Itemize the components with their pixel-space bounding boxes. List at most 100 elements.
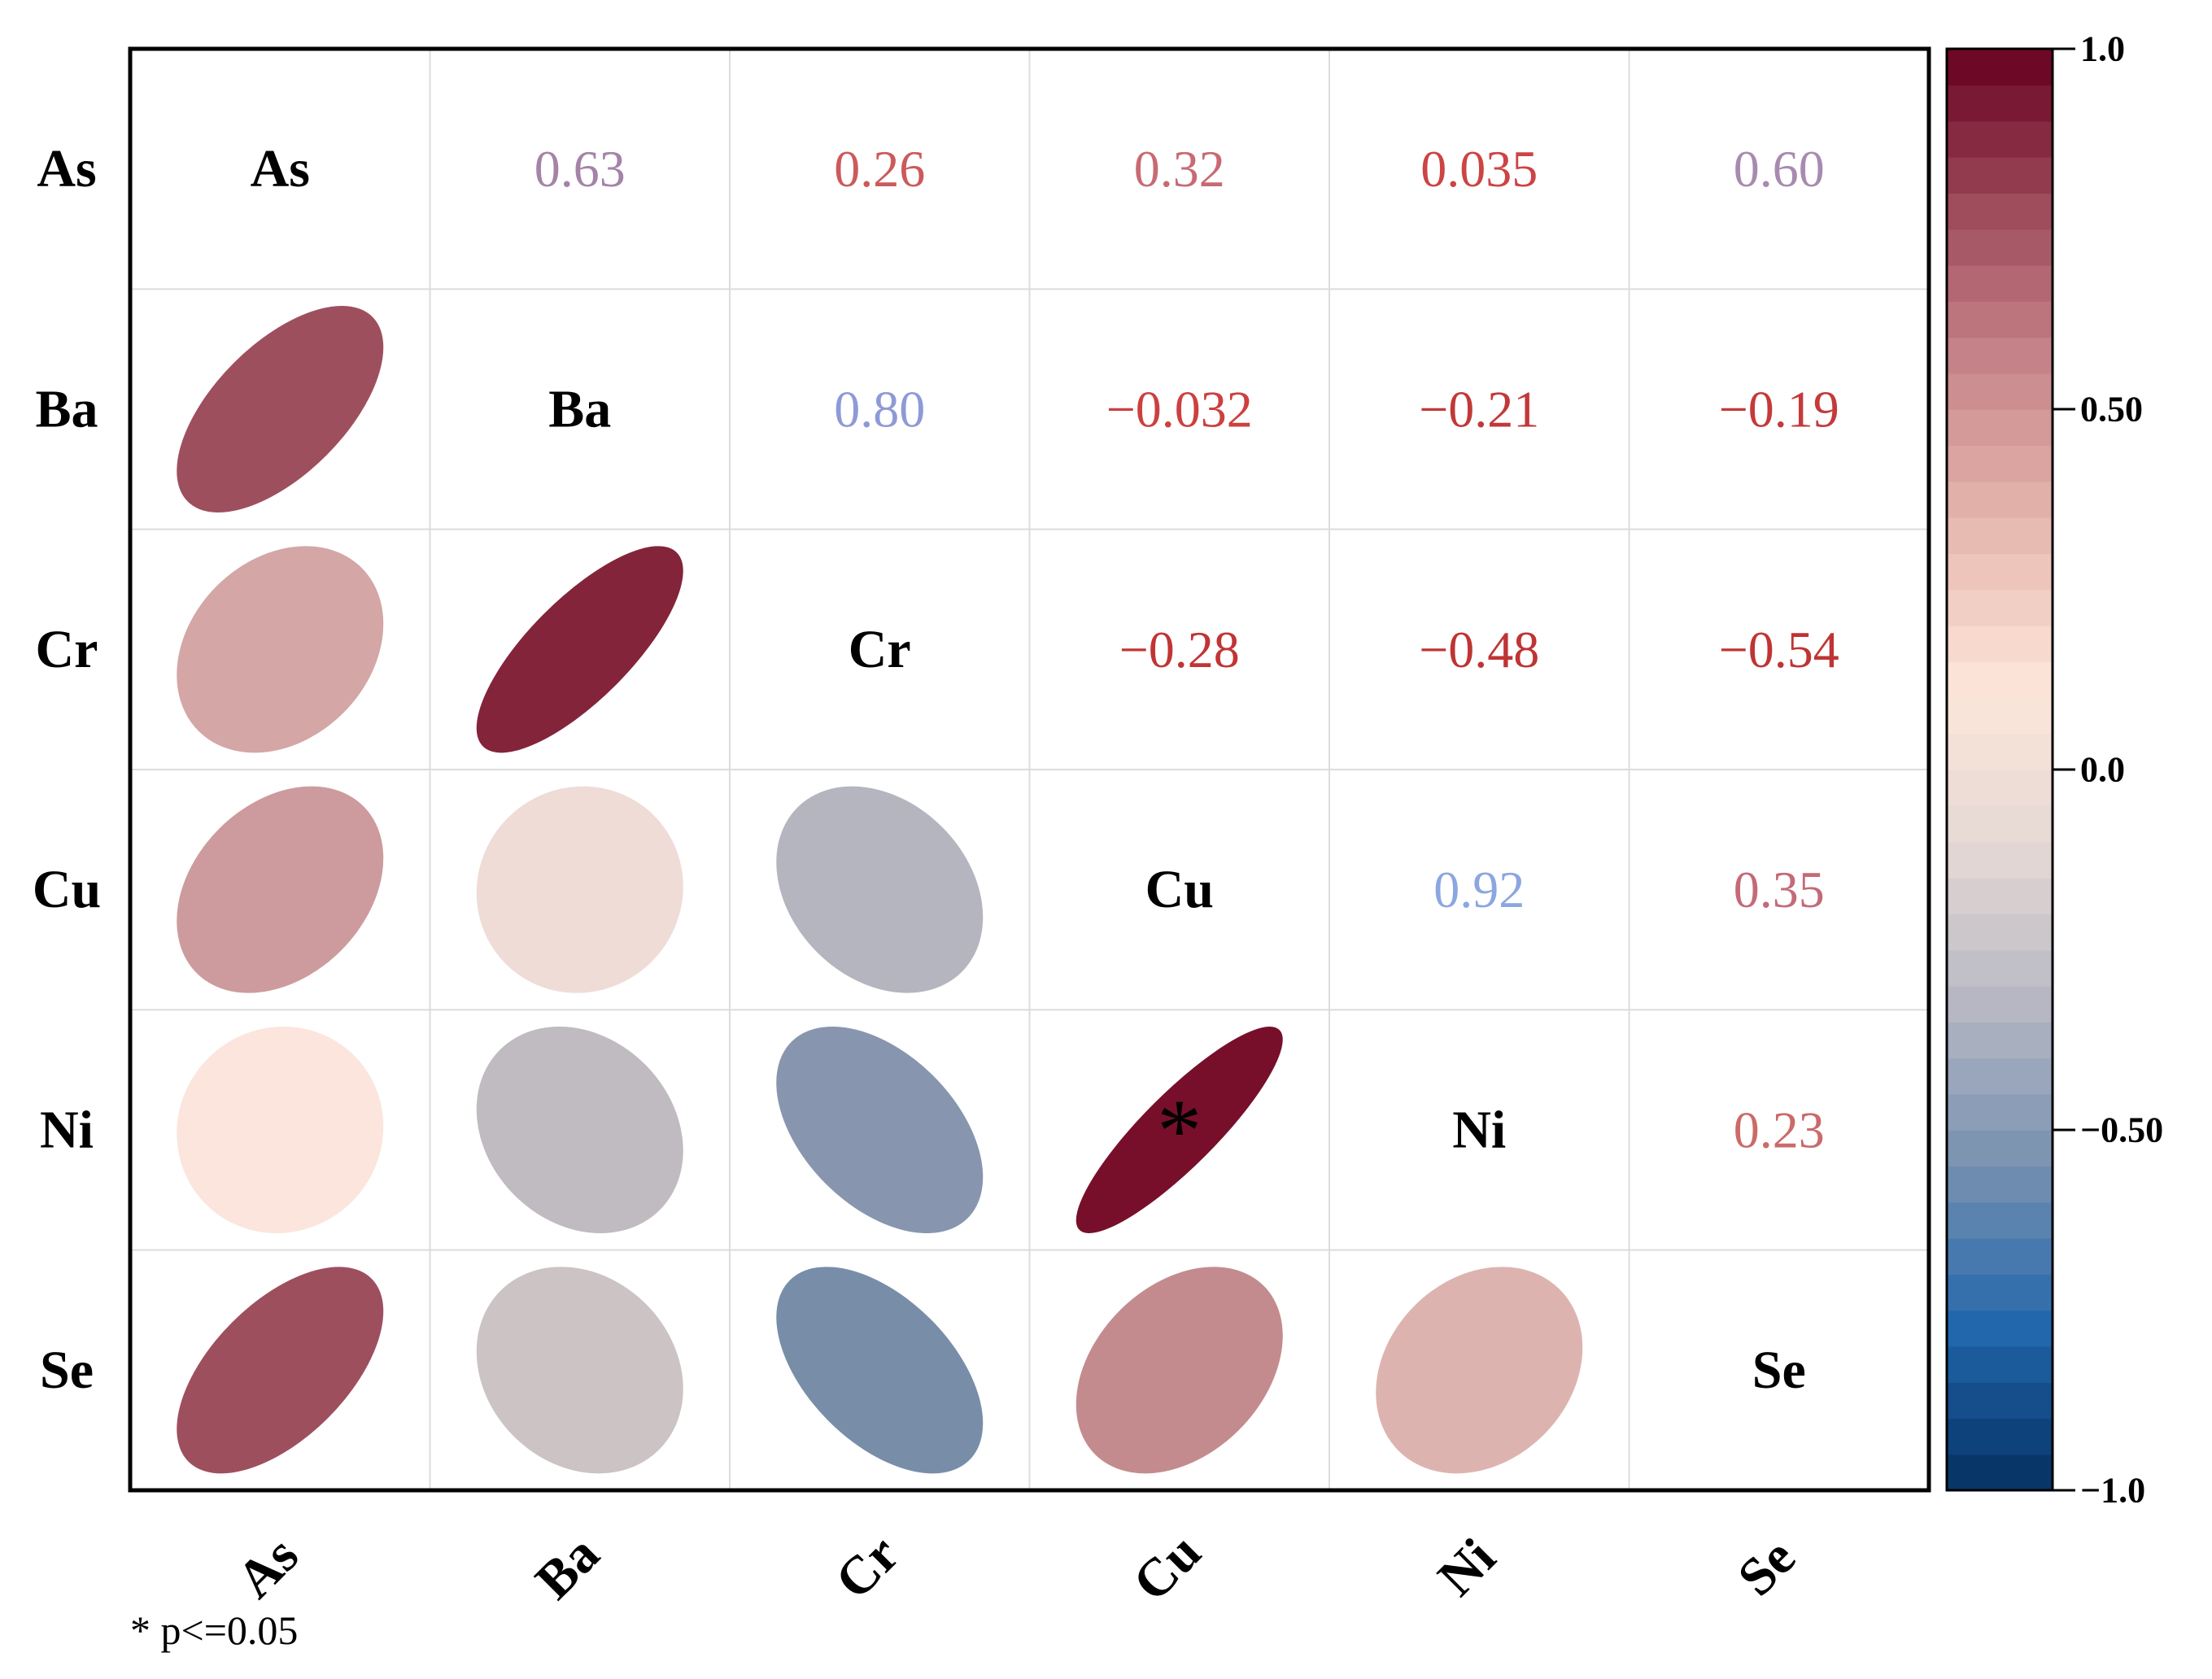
coef-label-cu-se: 0.35 <box>1734 861 1825 918</box>
colorbar-step <box>1947 625 2053 662</box>
colorbar-step <box>1947 193 2053 230</box>
correlation-ellipse <box>177 546 384 753</box>
coef-label-ba-ni: −0.21 <box>1419 381 1539 438</box>
diagonal-label-ba: Ba <box>548 380 611 439</box>
colorbar-step <box>1947 1022 2053 1059</box>
colorbar-tick-label: −0.50 <box>2080 1110 2163 1150</box>
coef-label-cr-se: −0.54 <box>1719 621 1839 678</box>
colorbar-step <box>1947 1237 2053 1275</box>
row-label-ba: Ba <box>35 380 98 439</box>
colorbar-step <box>1947 1418 2053 1455</box>
column-label-ni: Ni <box>1427 1528 1507 1607</box>
column-label-se: Se <box>1726 1528 1806 1607</box>
coef-label-ba-se: −0.19 <box>1719 381 1839 438</box>
coef-label-ni-se: 0.23 <box>1734 1101 1825 1159</box>
ellipse-group-ba-as <box>177 306 384 512</box>
colorbar-step <box>1947 373 2053 410</box>
correlation-ellipse <box>177 1267 384 1474</box>
colorbar-step <box>1947 301 2053 338</box>
colorbar-step <box>1947 1093 2053 1131</box>
coef-label-cr-ni: −0.48 <box>1419 621 1539 678</box>
colorbar-step <box>1947 1454 2053 1491</box>
coef-label-as-cr: 0.26 <box>834 140 925 198</box>
colorbar-step <box>1947 770 2053 807</box>
colorbar-step <box>1947 805 2053 843</box>
diagonal-label-cr: Cr <box>849 620 911 679</box>
column-label-cr: Cr <box>824 1524 910 1611</box>
matrix-frame <box>128 46 1931 1493</box>
colorbar-step <box>1947 877 2053 914</box>
correlation-ellipse <box>177 1027 384 1233</box>
colorbar-step <box>1947 1058 2053 1095</box>
colorbar-step <box>1947 733 2053 770</box>
colorbar-step <box>1947 445 2053 482</box>
colorbar-step <box>1947 1382 2053 1420</box>
correlation-ellipse <box>476 1267 683 1474</box>
colorbar-step <box>1947 337 2053 374</box>
row-label-cu: Cu <box>33 860 101 919</box>
ellipse-group-se-cu <box>1075 1267 1283 1474</box>
correlation-ellipse <box>776 1027 984 1233</box>
correlation-ellipse <box>177 786 384 993</box>
coef-label-cr-cu: −0.28 <box>1119 621 1240 678</box>
correlation-ellipse <box>476 786 683 993</box>
colorbar-step <box>1947 1130 2053 1167</box>
colorbar-step <box>1947 49 2053 86</box>
colorbar-step <box>1947 481 2053 518</box>
ellipse-group-se-as <box>177 1267 384 1474</box>
colorbar-step <box>1947 264 2053 302</box>
colorbar-step <box>1947 697 2053 735</box>
ellipse-group-se-ni <box>1376 1267 1583 1474</box>
matrix-cells: As 0.63 0.26 0.32 0.035 0.60 Ba 0.80 −0.032 −0.21… <box>177 139 1839 1474</box>
colorbar-step <box>1947 1201 2053 1239</box>
row-label-ni: Ni <box>40 1101 94 1160</box>
ellipse-group-se-ba <box>476 1267 683 1474</box>
row-label-se: Se <box>40 1341 94 1400</box>
correlation-ellipse <box>776 1267 984 1474</box>
colorbar-step <box>1947 229 2053 266</box>
diagonal-label-cu: Cu <box>1145 860 1214 919</box>
ellipse-group-cu-cr <box>776 786 984 993</box>
correlation-ellipse <box>476 1027 683 1233</box>
correlation-ellipse <box>177 306 384 512</box>
column-label-ba: Ba <box>525 1524 611 1611</box>
correlation-ellipse <box>1075 1267 1283 1474</box>
significance-footnote: * p<=0.05 <box>130 1607 299 1653</box>
colorbar-step <box>1947 517 2053 554</box>
colorbar-step <box>1947 589 2053 626</box>
ellipse-group-ni-as <box>177 1027 384 1233</box>
colorbar-step <box>1947 949 2053 987</box>
colorbar-step <box>1947 1274 2053 1311</box>
coef-label-ba-cr: 0.80 <box>834 381 925 438</box>
ellipse-group-ni-cu <box>1075 1027 1283 1233</box>
coef-label-as-cu: 0.32 <box>1134 140 1225 198</box>
colorbar-step <box>1947 914 2053 951</box>
coef-label-as-se: 0.60 <box>1734 140 1825 198</box>
row-label-as: As <box>37 139 96 198</box>
ellipse-group-ni-ba <box>476 1027 683 1233</box>
correlation-ellipse <box>776 786 984 993</box>
colorbar-step <box>1947 841 2053 879</box>
coef-label-as-ba: 0.63 <box>534 140 626 198</box>
colorbar-step <box>1947 1166 2053 1203</box>
row-label-cr: Cr <box>36 620 98 679</box>
colorbar-step <box>1947 409 2053 447</box>
ellipse-group-cu-ba <box>476 786 683 993</box>
colorbar-step <box>1947 1345 2053 1383</box>
ellipse-group-se-cr <box>776 1267 984 1474</box>
colorbar-step <box>1947 1310 2053 1347</box>
column-label-cu: Cu <box>1122 1522 1212 1612</box>
ellipse-group-cu-as <box>177 786 384 993</box>
ellipse-group-cr-ba <box>476 546 683 753</box>
ellipse-group-ni-cr <box>776 1027 984 1233</box>
correlation-ellipse <box>1075 1027 1283 1233</box>
colorbar: 1.0 0.50 0.0 −0.50 −1.0 <box>1945 29 2163 1511</box>
colorbar-step <box>1947 553 2053 591</box>
column-label-as: As <box>225 1525 309 1609</box>
diagonal-label-as: As <box>251 139 310 198</box>
colorbar-tick-label: 0.50 <box>2080 390 2143 430</box>
colorbar-step <box>1947 156 2053 194</box>
coef-label-cu-ni: 0.92 <box>1433 861 1525 918</box>
colorbar-step <box>1947 985 2053 1023</box>
coef-label-ba-cu: −0.032 <box>1106 381 1253 438</box>
